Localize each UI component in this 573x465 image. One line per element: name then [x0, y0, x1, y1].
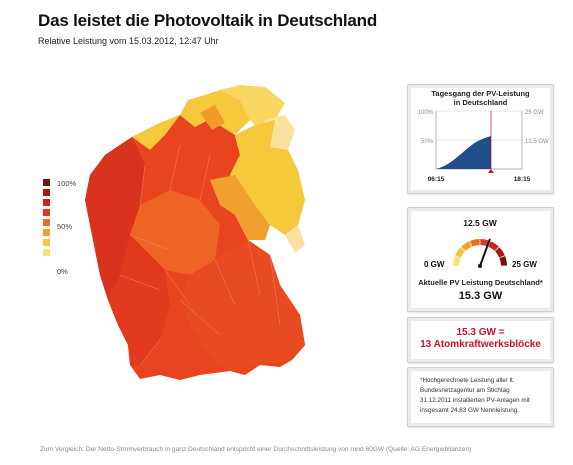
gauge-segment	[470, 239, 480, 247]
map-region-north	[132, 90, 250, 150]
daily-curve-now-arrow	[488, 169, 494, 173]
footer-source: Zum Vergleich: Der Netto-Stromverbrauch …	[40, 446, 472, 453]
gauge-segment	[461, 241, 472, 251]
daily-curve-ylabel-left: 100%	[418, 110, 434, 116]
legend-swatch	[43, 209, 50, 216]
map-region-northeast	[220, 85, 285, 125]
daily-curve-title: Tagesgang der PV-Leistung in Deutschland	[431, 89, 530, 107]
legend-swatch	[43, 199, 50, 206]
note-panel: *Hochgerechnete Leistung aller lt. Bunde…	[407, 367, 554, 427]
gauge-panel: 12.5 GW 0 GW 25 GW Aktuelle PV Leistung …	[407, 207, 554, 312]
gauge-needle	[479, 238, 491, 267]
gauge-segment	[499, 256, 507, 266]
gauge-label-left: 0 GW	[424, 260, 445, 269]
equivalent-line1: 15.3 GW =	[456, 327, 505, 338]
legend-swatch	[43, 189, 50, 196]
legend-label-100: 100%	[57, 179, 77, 188]
daily-curve-panel: Tagesgang der PV-Leistung in Deutschland…	[407, 84, 554, 194]
daily-curve-area	[436, 136, 491, 169]
gauge-value: 15.3 GW	[458, 290, 503, 302]
gauge-label-top: 12.5 GW	[463, 218, 498, 228]
legend-label-0: 0%	[57, 267, 68, 276]
gauge-label-right: 25 GW	[512, 260, 537, 269]
gauge-segment	[495, 247, 505, 258]
map-region-east	[230, 120, 305, 235]
map-region-southeast-pale	[285, 225, 305, 253]
map-region-west	[85, 137, 145, 300]
daily-curve-chart: 100% 50% 25 GW 12.5 GW 06:15 18:15	[418, 110, 549, 183]
daily-curve-xlabel-start: 06:15	[428, 176, 445, 183]
daily-curve-xlabel-end: 18:15	[514, 176, 531, 183]
map-region-center	[130, 190, 220, 275]
gauge-caption: Aktuelle PV Leistung Deutschland*	[418, 278, 543, 287]
daily-curve-ylabel-right: 25 GW	[525, 110, 544, 116]
legend-label-50: 50%	[57, 222, 73, 231]
gauge-arc	[453, 239, 507, 266]
daily-curve-ylabel-left: 50%	[421, 139, 434, 145]
footnote-text: *Hochgerechnete Leistung aller lt. Bunde…	[420, 377, 530, 414]
map-region-southwest	[108, 235, 170, 365]
color-legend: 100% 50% 0%	[43, 179, 83, 276]
map-region-east-orange	[210, 175, 270, 240]
germany-map	[85, 85, 305, 380]
page-title: Das leistet die Photovoltaik in Deutschl…	[38, 11, 378, 30]
gauge-hub	[478, 264, 482, 268]
gauge-segment	[453, 256, 461, 266]
legend-swatch	[43, 179, 50, 186]
map-region-southeast	[180, 240, 305, 371]
daily-curve-ylabel-right: 12.5 GW	[525, 139, 549, 145]
legend-swatch	[43, 239, 50, 246]
legend-swatch	[43, 219, 50, 226]
equivalent-line2: 13 Atomkraftwerksblöcke	[420, 339, 541, 350]
equivalent-panel: 15.3 GW = 13 Atomkraftwerksblöcke	[407, 317, 554, 363]
gauge-segment	[455, 247, 465, 258]
legend-swatch	[43, 229, 50, 236]
gauge-segment	[488, 241, 499, 251]
legend-swatch	[43, 249, 50, 256]
map-region-north-orange	[200, 105, 225, 130]
gauge-chart: 12.5 GW 0 GW 25 GW	[424, 218, 537, 269]
page-subtitle: Relative Leistung vom 15.03.2012, 12:47 …	[38, 36, 219, 46]
